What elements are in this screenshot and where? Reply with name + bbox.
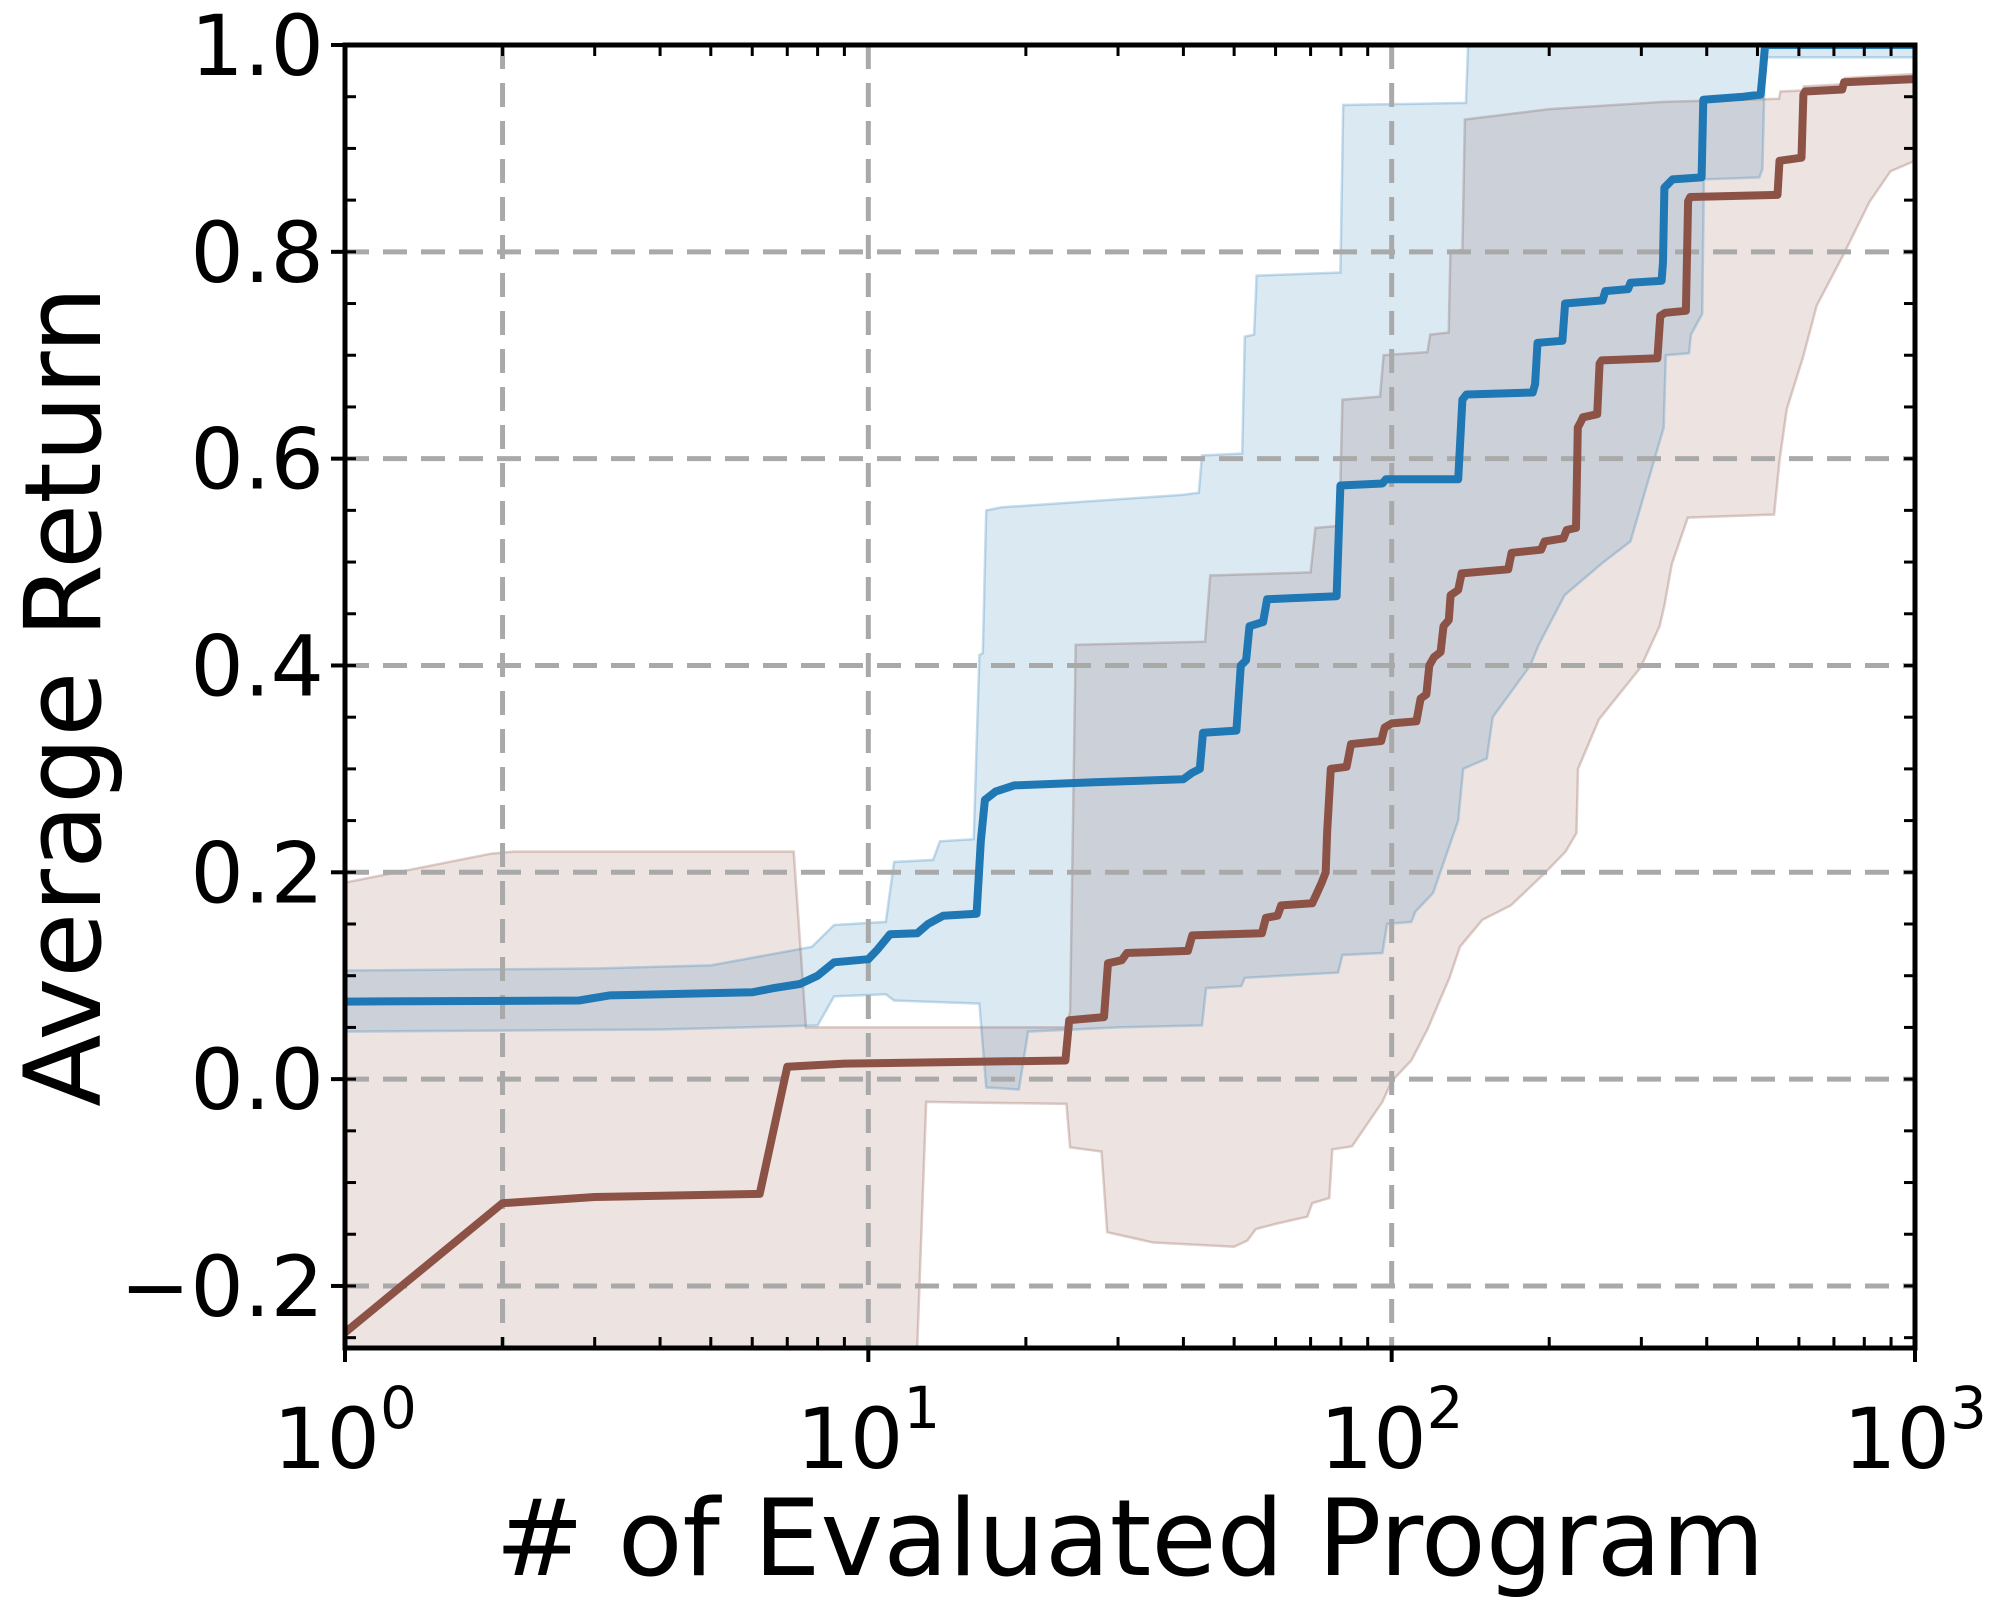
y-axis-label: Average Return — [2, 286, 125, 1107]
axis-ticks — [331, 43, 1917, 1362]
y-tick-labels: 1.0 0.8 0.6 0.4 0.2 0.0 −0.2 — [120, 0, 324, 1336]
blue-method-line — [345, 45, 1915, 1006]
x-axis-label: # of Evaluated Program — [495, 1477, 1765, 1600]
blue-method-band — [345, 45, 1915, 1091]
confidence-bands — [345, 45, 1915, 1348]
x-tick-label: 100 — [273, 1374, 417, 1488]
y-tick-label: 0.6 — [190, 411, 324, 509]
y-tick-label: 0.2 — [190, 824, 324, 922]
x-tick-labels: 100 101 102 103 — [273, 1374, 1987, 1488]
gridlines — [345, 45, 1915, 1348]
axes-spines — [342, 42, 1918, 1351]
plot-frame — [342, 42, 1918, 1351]
y-tick-label: 0.4 — [190, 617, 324, 715]
y-tick-label: 0.8 — [190, 204, 324, 302]
x-tick-label: 103 — [1843, 1374, 1987, 1488]
y-tick-label: 1.0 — [190, 0, 324, 95]
series-lines — [345, 45, 1915, 1337]
y-tick-label: −0.2 — [120, 1238, 324, 1336]
x-tick-label: 102 — [1320, 1374, 1464, 1488]
brown-method-line — [345, 75, 1915, 1337]
x-tick-label: 101 — [796, 1374, 940, 1488]
y-tick-label: 0.0 — [190, 1031, 324, 1129]
